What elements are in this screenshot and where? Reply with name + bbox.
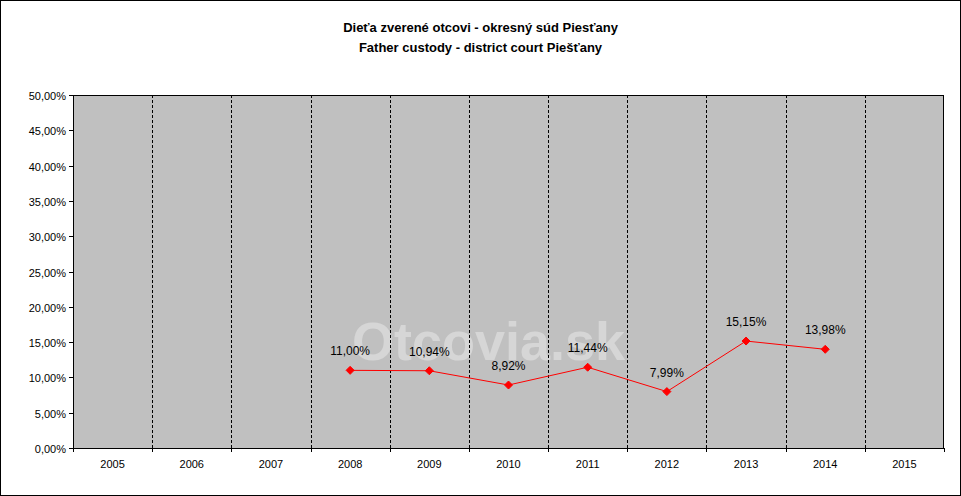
y-tick [69, 236, 73, 237]
plot-area [73, 95, 944, 448]
watermark: Otcovia.sk [352, 311, 626, 371]
y-tick [69, 448, 73, 449]
x-tick [73, 448, 74, 452]
x-tick-label: 2006 [180, 458, 204, 470]
y-tick [69, 413, 73, 414]
y-tick [69, 377, 73, 378]
x-tick [548, 448, 549, 452]
x-tick-label: 2011 [576, 458, 600, 470]
data-label: 10,94% [409, 345, 450, 359]
plot-frame [74, 96, 944, 449]
x-tick-label: 2014 [813, 458, 837, 470]
x-tick [865, 448, 866, 452]
chart: Dieťa zverené otcovi - okresný súd Piesť… [0, 0, 961, 496]
y-tick-label: 25,00% [29, 267, 67, 279]
y-tick-label: 45,00% [29, 125, 67, 137]
data-label: 11,00% [330, 344, 370, 358]
x-tick-label: 2013 [734, 458, 758, 470]
category-separator [548, 95, 549, 448]
y-tick [69, 342, 73, 343]
marker [663, 388, 671, 396]
title: Dieťa zverené otcovi - okresný súd Piesť… [343, 20, 619, 35]
subtitle: Father custody - district court Piešťany [359, 40, 603, 55]
y-tick [69, 307, 73, 308]
x-tick [786, 448, 787, 452]
y-tick-label: 30,00% [29, 231, 67, 243]
x-tick-label: 2015 [892, 458, 916, 470]
data-label: 11,44% [568, 341, 608, 355]
chart-border [1, 1, 961, 496]
y-tick-label: 40,00% [29, 161, 67, 173]
x-tick-label: 2005 [100, 458, 124, 470]
marker [346, 366, 354, 374]
marker [584, 363, 592, 371]
category-separator [627, 95, 628, 448]
x-tick-label: 2012 [655, 458, 679, 470]
marker [425, 367, 433, 375]
x-tick-label: 2008 [338, 458, 362, 470]
y-tick [69, 272, 73, 273]
category-separator [231, 95, 232, 448]
category-separator [706, 95, 707, 448]
marker [742, 337, 750, 345]
x-tick [152, 448, 153, 452]
y-tick-label: 20,00% [29, 302, 67, 314]
category-separator [469, 95, 470, 448]
data-label: 8,92% [491, 359, 525, 373]
y-tick [69, 130, 73, 131]
x-tick [706, 448, 707, 452]
data-label: 7,99% [650, 366, 684, 380]
series-line [350, 341, 825, 392]
marker [821, 345, 829, 353]
y-tick-label: 35,00% [29, 196, 67, 208]
x-tick-label: 2009 [417, 458, 441, 470]
y-tick [69, 201, 73, 202]
y-tick-label: 10,00% [29, 372, 67, 384]
category-separator [865, 95, 866, 448]
marker [505, 381, 513, 389]
x-tick [390, 448, 391, 452]
category-separator [311, 95, 312, 448]
x-tick [944, 448, 945, 452]
x-tick-label: 2010 [496, 458, 520, 470]
data-labels: 11,00% 10,94% 8,92% 11,44% 7,99% 15,15% 13,98% [330, 315, 846, 380]
category-separator [390, 95, 391, 448]
category-separator [152, 95, 153, 448]
x-tick [627, 448, 628, 452]
y-tick-label: 15,00% [29, 337, 67, 349]
x-tick [311, 448, 312, 452]
data-label: 13,98% [805, 323, 846, 337]
marks [346, 337, 829, 396]
y-tick-label: 50,00% [29, 90, 67, 102]
x-tick [231, 448, 232, 452]
y-tick-label: 5,00% [35, 408, 66, 420]
y-tick [69, 95, 73, 96]
data-label: 15,15% [726, 315, 767, 329]
x-tick [469, 448, 470, 452]
x-tick-label: 2007 [259, 458, 283, 470]
category-separator [786, 95, 787, 448]
y-tick [69, 166, 73, 167]
y-tick-label: 0,00% [35, 443, 66, 455]
